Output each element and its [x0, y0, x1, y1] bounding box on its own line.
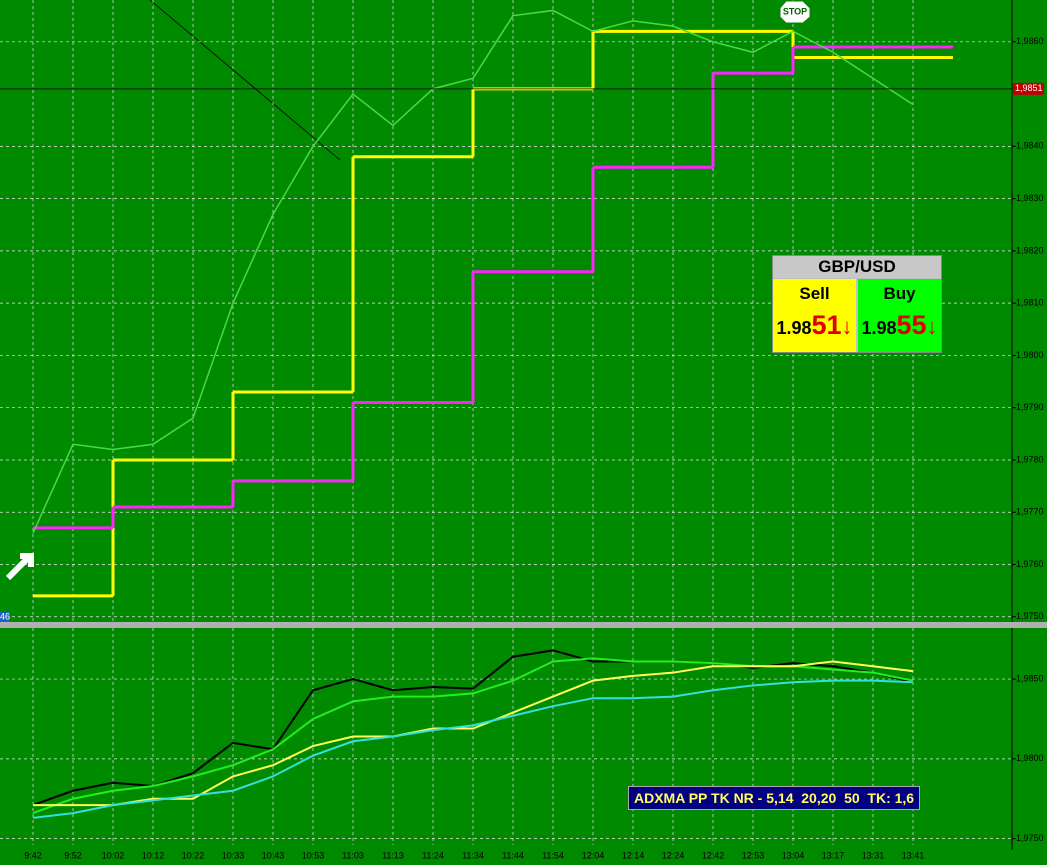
x-tick-label: 13:17	[822, 850, 845, 860]
x-tick-label: 10:22	[182, 850, 205, 860]
current-price-label: 1,9851	[1015, 83, 1043, 93]
x-tick-label: 13:31	[862, 850, 885, 860]
sell-big-figure: 1.98	[776, 318, 812, 338]
buy-cell[interactable]: Buy 1.9855↓	[858, 279, 941, 352]
x-tick-label: 11:24	[422, 850, 444, 860]
x-tick-label: 13:04	[782, 850, 805, 860]
panel-separator	[0, 622, 1047, 628]
x-tick-label: 12:04	[582, 850, 605, 860]
edge-label: 46	[0, 611, 10, 621]
stop-label: STOP	[783, 6, 807, 16]
x-tick-label: 10:02	[102, 850, 125, 860]
x-tick-label: 10:53	[302, 850, 325, 860]
y-tick-label: 1,9830	[1016, 193, 1044, 203]
x-tick-label: 10:33	[222, 850, 245, 860]
buy-arrow	[5, 553, 34, 581]
sell-cell[interactable]: Sell 1.9851↓	[773, 279, 856, 352]
y-tick-label: 1,9810	[1016, 298, 1044, 308]
x-tick-label: 11:34	[462, 850, 484, 860]
series-line	[32, 679, 914, 819]
x-tick-label: 9:42	[24, 850, 42, 860]
buy-big-figure: 1.98	[861, 318, 897, 338]
y-tick-label: 1,9790	[1016, 402, 1044, 412]
x-tick-label: 11:54	[542, 850, 564, 860]
stop-sign	[779, 0, 811, 24]
x-tick-label: 11:13	[382, 850, 404, 860]
buy-pips: 55	[896, 310, 927, 340]
y-tick-label: 1,9820	[1016, 245, 1044, 255]
quote-panel: GBP/USD Sell 1.9851↓ Buy 1.9855↓	[772, 255, 942, 353]
y-tick-label: 1,9800	[1016, 350, 1044, 360]
x-tick-label: 11:44	[502, 850, 524, 860]
y-tick-label: 1,9840	[1016, 141, 1044, 151]
y-tick-label: 1,9860	[1016, 36, 1044, 46]
x-tick-label: 12:53	[742, 850, 765, 860]
sell-label: Sell	[799, 284, 830, 303]
trend-line	[149, 0, 341, 161]
x-tick-label: 10:43	[262, 850, 285, 860]
x-tick-label: 12:24	[662, 850, 685, 860]
x-tick-label: 12:42	[702, 850, 725, 860]
y-tick-label: 1,9760	[1016, 559, 1044, 569]
quote-symbol: GBP/USD	[773, 256, 941, 278]
indicator-title: ADXMA PP TK NR - 5,14 20,20 50 TK: 1,6	[628, 786, 921, 810]
x-tick-label: 11:03	[342, 850, 364, 860]
axis-area	[1012, 0, 1047, 865]
y-tick-label: 1,9750	[1016, 833, 1044, 843]
y-tick-label: 1,9850	[1016, 673, 1044, 683]
x-tick-label: 13:41	[902, 850, 925, 860]
sell-pips: 51	[811, 310, 842, 340]
y-tick-label: 1,9750	[1016, 611, 1044, 621]
buy-label: Buy	[883, 284, 916, 303]
down-arrow: ↓	[926, 314, 938, 339]
series-line	[33, 660, 914, 807]
y-tick-label: 1,9770	[1016, 507, 1044, 517]
y-tick-label: 1,9800	[1016, 753, 1044, 763]
y-tick-label: 1,9780	[1016, 454, 1044, 464]
x-tick-label: 12:14	[622, 850, 645, 860]
edge-label-box	[0, 612, 10, 622]
current-price-box	[1013, 82, 1044, 95]
x-tick-label: 10:12	[142, 850, 165, 860]
down-arrow: ↓	[841, 314, 853, 339]
x-tick-label: 9:52	[64, 850, 82, 860]
series-line	[32, 9, 914, 534]
